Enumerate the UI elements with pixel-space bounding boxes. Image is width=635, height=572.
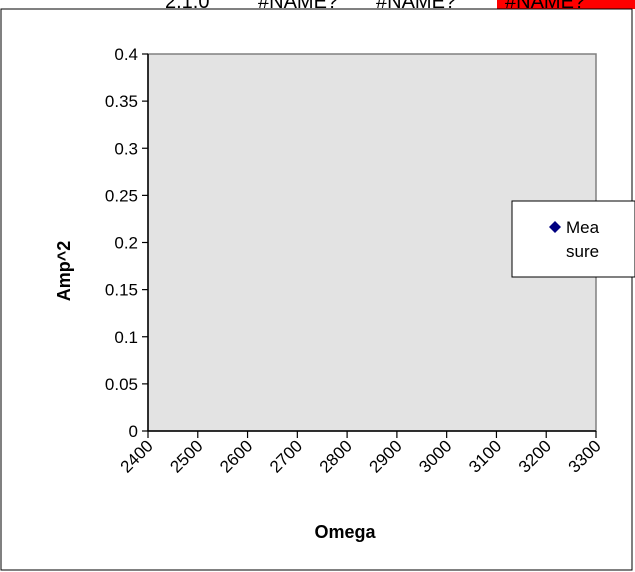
- legend-label-line-1: Mea: [566, 218, 600, 237]
- y-tick-label: 0.25: [105, 186, 138, 205]
- y-axis-title: Amp^2: [54, 241, 74, 302]
- legend-label-line-2: sure: [566, 242, 599, 261]
- y-tick-label: 0.1: [114, 328, 138, 347]
- background-error-cell: [497, 0, 635, 9]
- y-tick-label: 0: [129, 422, 138, 441]
- y-tick-label: 0.2: [114, 234, 138, 253]
- y-tick-label: 0.3: [114, 139, 138, 158]
- y-tick-label: 0.15: [105, 281, 138, 300]
- legend-box: [511, 200, 635, 278]
- legend-marker-diamond-icon: [549, 221, 561, 233]
- legend: Mea sure: [511, 200, 635, 278]
- y-tick-label: 0.35: [105, 92, 138, 111]
- y-axis-ticks: 0 0.05 0.1 0.15 0.2 0.25 0.3 0.35 0.4: [105, 45, 148, 441]
- y-tick-label: 0.05: [105, 375, 138, 394]
- y-tick-label: 0.4: [114, 45, 138, 64]
- x-axis-title: Omega: [314, 522, 376, 542]
